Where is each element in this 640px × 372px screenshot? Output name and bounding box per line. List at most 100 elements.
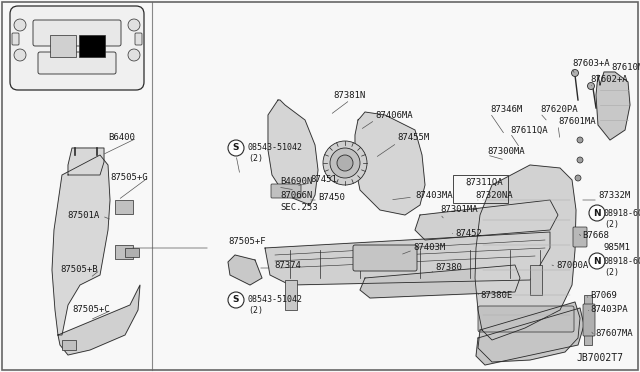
Text: 87346M: 87346M: [490, 106, 522, 115]
Text: 87403PA: 87403PA: [590, 305, 628, 314]
Text: 985M1: 985M1: [604, 244, 631, 253]
Text: (2): (2): [248, 154, 263, 164]
Text: 87452: 87452: [455, 228, 482, 237]
Text: 87610M: 87610M: [611, 64, 640, 73]
Text: 87301MA: 87301MA: [440, 205, 477, 215]
Text: (2): (2): [604, 219, 619, 228]
Text: N: N: [593, 257, 601, 266]
Text: N: N: [593, 208, 601, 218]
Text: 87403M: 87403M: [413, 243, 445, 251]
Text: 87505+G: 87505+G: [110, 173, 148, 182]
Text: B7450: B7450: [318, 192, 345, 202]
Bar: [584, 295, 592, 345]
Text: 87620PA: 87620PA: [540, 106, 578, 115]
Polygon shape: [360, 265, 520, 298]
Polygon shape: [268, 100, 318, 205]
Polygon shape: [475, 165, 576, 340]
Text: (2): (2): [248, 307, 263, 315]
Bar: [453, 175, 508, 203]
Polygon shape: [596, 72, 630, 140]
Text: 87381N: 87381N: [334, 92, 366, 100]
FancyBboxPatch shape: [135, 33, 142, 45]
FancyBboxPatch shape: [12, 33, 19, 45]
Text: 87066N: 87066N: [280, 192, 312, 201]
Text: 87300MA: 87300MA: [487, 148, 525, 157]
Circle shape: [572, 70, 579, 77]
Polygon shape: [52, 155, 110, 335]
Circle shape: [128, 49, 140, 61]
Polygon shape: [58, 285, 140, 355]
Polygon shape: [228, 255, 262, 285]
Polygon shape: [68, 148, 104, 175]
FancyBboxPatch shape: [38, 52, 116, 74]
Text: 87451: 87451: [310, 176, 337, 185]
Text: 87601MA: 87601MA: [558, 118, 596, 126]
Text: 87603+A: 87603+A: [572, 58, 610, 67]
Text: (2): (2): [604, 267, 619, 276]
Circle shape: [577, 137, 583, 143]
Text: 08918-60610: 08918-60610: [604, 208, 640, 218]
Text: 87374: 87374: [274, 260, 301, 269]
Circle shape: [14, 49, 26, 61]
Text: 87607MA: 87607MA: [595, 328, 632, 337]
Text: 87406MA: 87406MA: [375, 110, 413, 119]
Circle shape: [128, 19, 140, 31]
Circle shape: [575, 175, 581, 181]
Circle shape: [588, 83, 595, 90]
Circle shape: [14, 19, 26, 31]
Polygon shape: [355, 112, 425, 215]
Text: 87602+A: 87602+A: [590, 76, 628, 84]
FancyBboxPatch shape: [271, 184, 301, 198]
Circle shape: [337, 155, 353, 171]
Polygon shape: [476, 308, 584, 365]
Polygon shape: [415, 200, 558, 240]
Text: 87380: 87380: [435, 263, 462, 273]
Circle shape: [228, 292, 244, 308]
Text: 87311QA: 87311QA: [465, 177, 502, 186]
Text: 87320NA: 87320NA: [475, 192, 513, 201]
FancyBboxPatch shape: [10, 6, 144, 90]
Text: B7668: B7668: [582, 231, 609, 241]
Bar: [115, 200, 133, 214]
FancyBboxPatch shape: [573, 227, 587, 247]
Polygon shape: [265, 232, 550, 285]
Text: 87611QA: 87611QA: [510, 125, 548, 135]
Text: 87403MA: 87403MA: [415, 190, 452, 199]
Bar: [79, 35, 105, 57]
Text: 87455M: 87455M: [397, 134, 429, 142]
Text: S: S: [233, 295, 239, 305]
FancyBboxPatch shape: [33, 20, 121, 46]
Text: SEC.253: SEC.253: [280, 202, 317, 212]
Text: 87505+C: 87505+C: [72, 305, 110, 314]
Bar: [530, 265, 542, 295]
Text: 87505+B: 87505+B: [60, 266, 98, 275]
Text: JB7002T7: JB7002T7: [576, 353, 623, 363]
Circle shape: [589, 205, 605, 221]
Text: B6400: B6400: [108, 134, 135, 142]
Circle shape: [577, 157, 583, 163]
Bar: [50, 35, 76, 57]
Circle shape: [228, 140, 244, 156]
Text: S: S: [233, 144, 239, 153]
Text: 87332M: 87332M: [598, 192, 630, 201]
Text: B4690N: B4690N: [280, 177, 312, 186]
Polygon shape: [478, 302, 580, 362]
Text: 87505+F: 87505+F: [228, 237, 266, 246]
Text: 87380E: 87380E: [480, 291, 512, 299]
Text: 08543-51042: 08543-51042: [248, 144, 303, 153]
Bar: [62, 340, 76, 350]
FancyBboxPatch shape: [478, 306, 574, 332]
Text: B7069: B7069: [590, 292, 617, 301]
Bar: [285, 280, 297, 310]
Text: 87000A: 87000A: [556, 260, 588, 269]
Circle shape: [330, 148, 360, 178]
FancyBboxPatch shape: [583, 304, 595, 336]
Text: 08918-60610: 08918-60610: [604, 257, 640, 266]
Text: 08543-51042: 08543-51042: [248, 295, 303, 305]
Circle shape: [323, 141, 367, 185]
Bar: [125, 248, 139, 257]
Circle shape: [589, 253, 605, 269]
Text: 87501A: 87501A: [68, 212, 100, 221]
Bar: [115, 245, 133, 259]
FancyBboxPatch shape: [353, 245, 417, 271]
